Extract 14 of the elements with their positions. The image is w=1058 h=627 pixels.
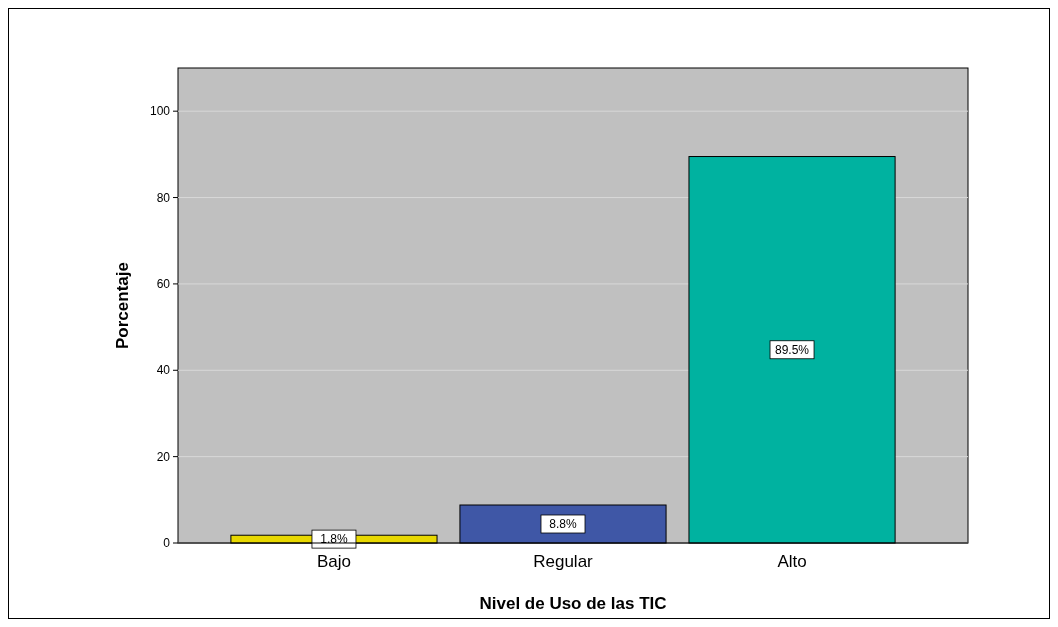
x-tick-label: Bajo [316, 552, 351, 571]
x-tick-label: Regular [533, 552, 594, 571]
y-tick-label: 0 [163, 536, 171, 550]
y-axis-title: Porcentaje [113, 262, 132, 349]
y-tick-label: 60 [156, 276, 171, 291]
data-label: 1.8% [320, 532, 348, 547]
x-axis-title: Nivel de Uso de las TIC [479, 594, 667, 613]
y-tick-label: 80 [156, 190, 171, 205]
data-label: 8.8% [549, 517, 577, 531]
y-tick-label: 100 [149, 104, 171, 119]
x-tick-label: Alto [777, 552, 807, 571]
y-tick-label: 40 [156, 363, 171, 378]
data-label: 89.5% [775, 342, 810, 357]
y-tick-label: 20 [156, 449, 171, 464]
